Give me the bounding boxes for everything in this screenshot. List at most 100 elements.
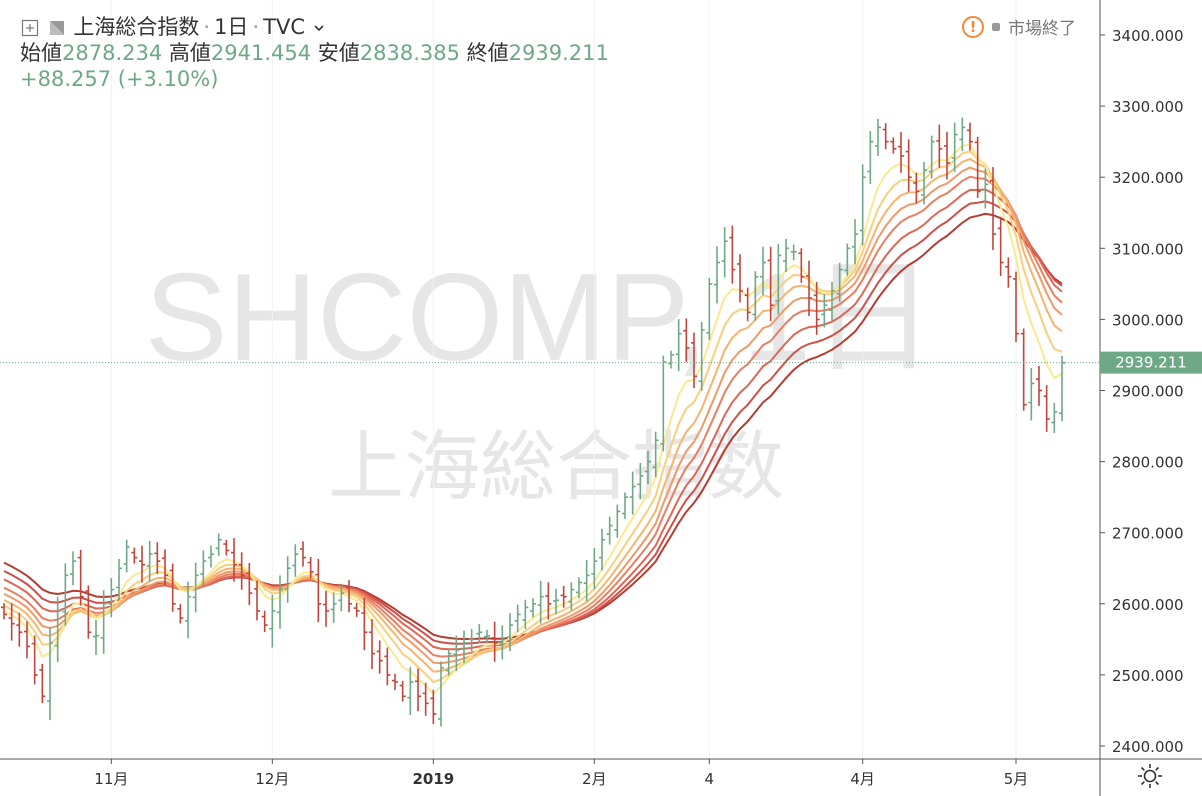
exchange[interactable]: TVC: [263, 15, 305, 39]
ohlc-bar: [223, 539, 230, 556]
ohlc-bar: [284, 556, 291, 603]
ohlc-bar: [614, 504, 621, 538]
symbol-flag-icon[interactable]: [47, 18, 67, 38]
y-tick-label: 2500.000: [1112, 667, 1184, 685]
x-tick-label: 2019: [412, 770, 454, 788]
ohlc-bar: [752, 271, 759, 321]
ohlc-bar: [200, 550, 207, 587]
ohlc-bar: [422, 682, 429, 716]
ohlc-bar: [116, 558, 122, 599]
ohlc-bar: [1, 603, 7, 620]
ohlc-bar: [8, 603, 15, 641]
ohlc-bar: [254, 580, 260, 621]
ohlc-bar: [974, 136, 981, 198]
ma-line: [3, 157, 1063, 673]
ohlc-bar: [951, 122, 958, 172]
ohlc-bar: [139, 545, 145, 583]
ohlc-bar: [806, 260, 812, 316]
ohlc-bar: [852, 219, 858, 265]
ohlc-bar: [31, 635, 38, 685]
ohlc-bar: [430, 689, 437, 724]
ohlc-bar: [913, 172, 920, 204]
ohlc-bar: [836, 262, 843, 302]
svg-text:2939.211: 2939.211: [1115, 354, 1187, 372]
ohlc-bar: [522, 599, 529, 630]
ohlc-bar: [47, 626, 53, 721]
ohlc-bar: [315, 558, 322, 623]
ohlc-bar: [798, 248, 805, 283]
ohlc-bar: [790, 244, 797, 261]
ohlc-bar: [921, 161, 927, 205]
ohlc-bar: [93, 620, 99, 655]
high-label: 高値: [168, 41, 211, 65]
y-tick-label: 2400.000: [1112, 738, 1184, 756]
price-axis[interactable]: 2400.000 2500.000 2600.000 2700.000 2800.000…: [1100, 27, 1184, 756]
open-label: 始値: [20, 41, 62, 65]
ohlc-bar: [476, 624, 483, 644]
ma-line: [3, 166, 1063, 665]
ohlc-bar: [576, 577, 582, 599]
ohlc-bar: [292, 544, 299, 577]
y-tick-label: 2700.000: [1112, 525, 1184, 543]
ohlc-bar: [997, 216, 1004, 276]
ohlc-bar: [637, 463, 644, 500]
ohlc-bar: [729, 225, 736, 284]
ma-ribbon: [3, 143, 1063, 696]
ohlc-bar: [300, 541, 306, 567]
ohlc-bar: [146, 540, 153, 582]
low-label: 安値: [317, 41, 360, 65]
ma-line: [3, 143, 1063, 696]
ohlc-bar: [967, 122, 973, 151]
ohlc-bar: [583, 560, 590, 602]
ohlc-bar: [882, 123, 889, 150]
ohlc-bar: [131, 547, 138, 564]
ohlc-bar: [392, 673, 398, 690]
ohlc-bar: [660, 355, 667, 452]
close-label: 終値: [466, 41, 509, 65]
ohlc-bar: [1051, 402, 1058, 433]
y-tick-label: 3400.000: [1112, 27, 1184, 45]
time-axis[interactable]: 11月 12月 2019 2月 4 4月 5月: [94, 759, 1028, 788]
ohlc-bar: [936, 124, 943, 168]
ohlc-bar: [898, 132, 904, 173]
y-tick-label: 3300.000: [1112, 98, 1184, 116]
ohlc-bar: [108, 578, 115, 618]
ohlc-bar: [545, 582, 552, 620]
ohlc-bar: [77, 549, 84, 606]
ohlc-bar: [560, 585, 567, 608]
market-closed-icon: [992, 22, 1000, 31]
ohlc-bar: [767, 246, 774, 322]
x-tick-label: 5月: [1004, 770, 1029, 788]
y-tick-label: 3100.000: [1112, 240, 1184, 258]
market-status[interactable]: ! 市場終了: [962, 14, 1076, 39]
x-tick-label: 4: [705, 770, 715, 788]
ohlc-bar: [928, 135, 935, 179]
ohlc-bar: [100, 590, 107, 654]
ohlc-bars: [1, 117, 1065, 727]
y-tick-label: 3200.000: [1112, 169, 1184, 187]
ohlc-bar: [169, 563, 176, 612]
warning-icon[interactable]: !: [962, 15, 984, 38]
interval[interactable]: 1日: [214, 15, 249, 39]
symbol-name[interactable]: 上海総合指数: [73, 15, 200, 39]
ohlc-bar: [192, 562, 199, 613]
collapse-icon[interactable]: [20, 18, 40, 38]
ohlc-bar: [553, 588, 559, 615]
ohlc-bar: [591, 547, 598, 590]
ohlc-bar: [346, 580, 352, 613]
ohlc-bar: [453, 635, 460, 672]
ohlc-bar: [645, 450, 651, 484]
x-tick-label: 11月: [94, 770, 128, 788]
ohlc-bar: [70, 551, 76, 586]
settings-gear-icon[interactable]: [1136, 762, 1164, 790]
y-tick-label: 2800.000: [1112, 454, 1184, 472]
ohlc-bar: [859, 164, 866, 246]
ohlc-bar: [491, 621, 498, 662]
ohlc-bar: [384, 647, 391, 686]
chevron-down-icon[interactable]: [312, 21, 326, 35]
ohlc-bar: [698, 321, 705, 391]
ohlc-bar: [323, 590, 329, 627]
ohlc-bar: [1013, 271, 1019, 343]
